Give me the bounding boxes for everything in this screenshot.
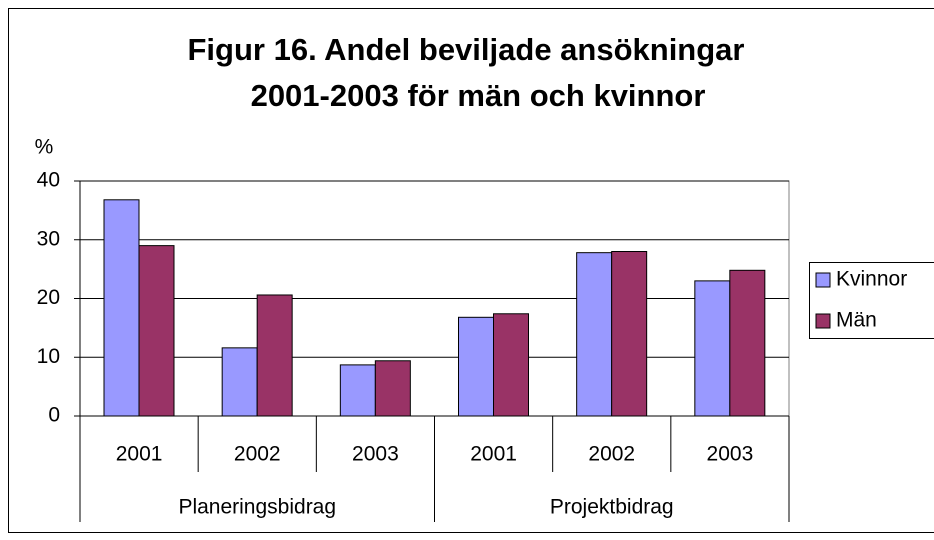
bar bbox=[256, 294, 293, 417]
group-label: Projektbidrag bbox=[550, 496, 674, 519]
legend-label: Män bbox=[836, 309, 877, 332]
chart-title: Figur 16. Andel beviljade ansökningar bbox=[188, 32, 745, 67]
bar bbox=[493, 313, 529, 417]
x-tick-label: 2002 bbox=[234, 443, 281, 466]
x-tick-label: 2003 bbox=[352, 443, 399, 466]
group-label: Planeringsbidrag bbox=[178, 496, 336, 519]
bar bbox=[221, 347, 258, 417]
bar bbox=[339, 364, 376, 417]
y-tick-label: 30 bbox=[37, 227, 60, 250]
bar bbox=[458, 316, 494, 417]
x-tick-label: 2003 bbox=[707, 443, 754, 466]
legend-swatch bbox=[815, 272, 831, 288]
y-tick-label: 0 bbox=[48, 404, 60, 427]
x-tick-label: 2002 bbox=[588, 443, 635, 466]
bar bbox=[103, 199, 140, 417]
bar bbox=[138, 245, 175, 417]
bar bbox=[611, 251, 648, 417]
y-axis-label: % bbox=[35, 136, 54, 159]
legend-label: Kvinnor bbox=[836, 268, 907, 291]
y-tick-label: 40 bbox=[37, 169, 60, 192]
y-tick-label: 10 bbox=[37, 345, 60, 368]
bar bbox=[694, 280, 731, 417]
bar bbox=[729, 269, 766, 417]
y-tick-label: 20 bbox=[37, 286, 60, 309]
x-tick-label: 2001 bbox=[470, 443, 517, 466]
legend-swatch bbox=[815, 313, 831, 329]
chart-title: 2001-2003 för män och kvinnor bbox=[251, 78, 706, 113]
bar bbox=[374, 360, 411, 417]
x-tick-label: 2001 bbox=[116, 443, 163, 466]
bar bbox=[576, 252, 613, 417]
